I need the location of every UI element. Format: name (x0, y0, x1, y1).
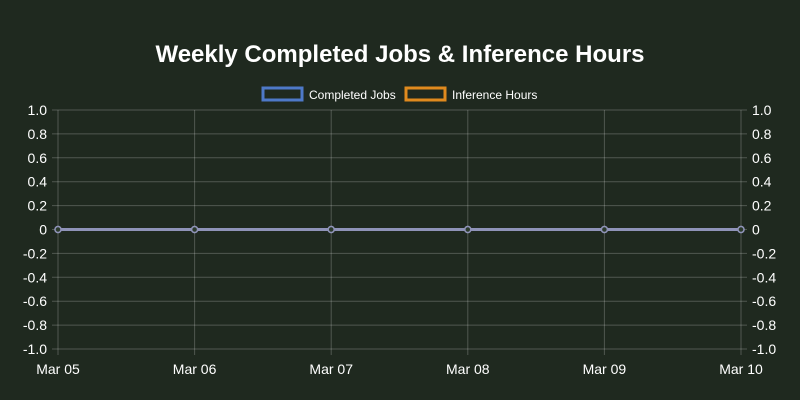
data-point[interactable] (190, 225, 199, 234)
y-tick-label-left: 0 (39, 222, 47, 238)
y-tick-label-left: 0.2 (28, 198, 48, 214)
legend-item-completed-jobs[interactable]: Completed Jobs (261, 86, 396, 102)
y-tick-label-left: -0.2 (23, 245, 47, 261)
legend-item-inference-hours[interactable]: Inference Hours (404, 86, 537, 102)
x-tick-label: Mar 07 (309, 361, 353, 377)
chart-title: Weekly Completed Jobs & Inference Hours (155, 41, 644, 68)
data-point[interactable] (327, 225, 335, 234)
y-tick-label-right: -0.2 (752, 245, 776, 261)
legend-swatch-completed-jobs (261, 86, 304, 102)
legend-label-inference-hours: Inference Hours (452, 88, 537, 102)
data-point[interactable] (737, 225, 745, 234)
y-tick-label-right: 0 (752, 222, 760, 238)
y-tick-label-left: 0.4 (28, 174, 48, 190)
data-point[interactable] (464, 225, 472, 234)
y-tick-label-left: -0.4 (23, 269, 47, 285)
y-tick-label-right: 0.4 (752, 174, 772, 190)
y-tick-label-right: 0.6 (752, 150, 772, 166)
grid (52, 109, 747, 355)
y-tick-label-right: -0.8 (752, 317, 776, 333)
x-tick-label: Mar 09 (583, 361, 627, 377)
y-tick-label-right: 0.2 (752, 198, 772, 214)
x-tick-label: Mar 10 (719, 361, 763, 377)
y-tick-label-right: 1.0 (752, 102, 772, 118)
legend-swatch-inference-hours (404, 86, 447, 102)
y-tick-label-left: -1.0 (23, 341, 47, 357)
series-layer (54, 225, 745, 234)
y-tick-label-right: -1.0 (752, 341, 776, 357)
y-tick-label-left: 1.0 (28, 102, 48, 118)
y-tick-label-left: 0.8 (28, 126, 48, 142)
y-axis-left: 1.0 0.8 0.6 0.4 0.2 0 -0.2 -0.4 -0.6 -0.8 -1.0 (23, 102, 47, 357)
data-point[interactable] (600, 225, 609, 234)
y-tick-label-left: -0.8 (23, 317, 47, 333)
y-axis-right: 1.0 0.8 0.6 0.4 0.2 0 -0.2 -0.4 -0.6 -0.8 -1.0 (752, 102, 776, 357)
x-axis: Mar 05 Mar 06 Mar 07 Mar 08 Mar 09 Mar 10 (36, 361, 763, 377)
y-tick-label-left: 0.6 (28, 150, 48, 166)
legend: Completed Jobs Inference Hours (261, 86, 537, 102)
x-tick-label: Mar 08 (446, 361, 490, 377)
y-tick-label-left: -0.6 (23, 293, 47, 309)
y-tick-label-right: -0.4 (752, 269, 776, 285)
legend-label-completed-jobs: Completed Jobs (309, 88, 396, 102)
x-tick-label: Mar 05 (36, 361, 80, 377)
x-tick-label: Mar 06 (173, 361, 217, 377)
y-tick-label-right: 0.8 (752, 126, 772, 142)
y-tick-label-right: -0.6 (752, 293, 776, 309)
data-point[interactable] (54, 225, 62, 234)
